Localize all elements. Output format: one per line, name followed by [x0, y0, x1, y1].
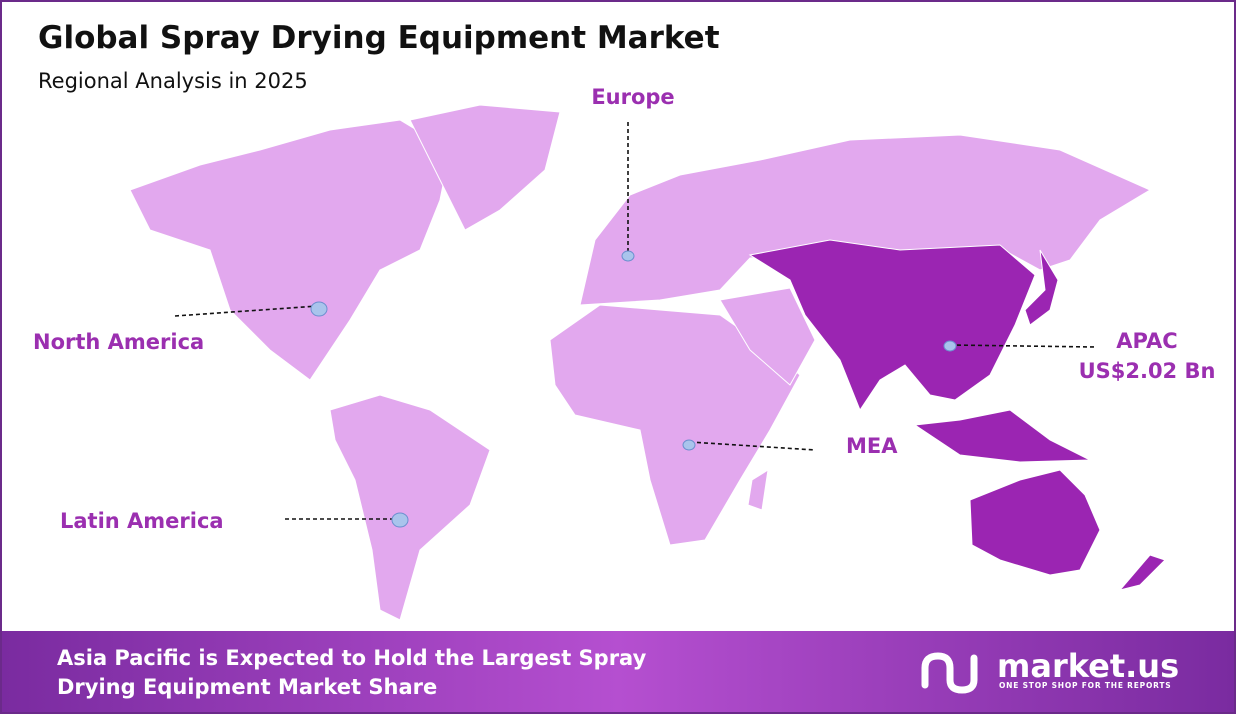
footer-text: Drying Equipment Market Share	[57, 675, 437, 699]
madagascar	[747, 469, 769, 511]
north-america	[129, 119, 451, 381]
middle-east	[719, 287, 816, 386]
japan	[1024, 249, 1059, 326]
footer-text: Asia Pacific is Expected to Hold the Lar…	[57, 646, 647, 670]
footer: Asia Pacific is Expected to Hold the Lar…	[2, 631, 1234, 712]
marker	[391, 512, 409, 528]
region-label: MEA	[846, 434, 898, 458]
south-america	[329, 394, 491, 621]
greenland	[409, 104, 561, 231]
subtitle: Regional Analysis in 2025	[38, 69, 308, 93]
new-zealand	[1118, 554, 1166, 591]
marker	[621, 250, 635, 262]
logo-tagline: ONE STOP SHOP FOR THE REPORTS	[999, 681, 1172, 690]
logo-icon	[921, 652, 978, 694]
region-label: Europe	[591, 85, 674, 109]
europe-russia	[579, 134, 1152, 306]
southeast-asia	[913, 409, 1091, 463]
markers	[174, 122, 1096, 528]
marker	[682, 439, 696, 451]
logo-text: market.us	[997, 647, 1179, 685]
title: Global Spray Drying Equipment Market	[38, 20, 720, 56]
asia-mainland	[748, 239, 1036, 412]
region-label: North America	[33, 330, 204, 354]
marker	[310, 301, 328, 317]
leader-line	[949, 344, 1096, 348]
region-value: US$2.02 Bn	[1079, 359, 1216, 383]
region-label: Latin America	[60, 509, 224, 533]
australia	[969, 469, 1101, 576]
region-label: APAC	[1116, 329, 1177, 353]
footer-band	[2, 631, 1234, 712]
leader-line	[174, 305, 319, 317]
world-map	[129, 104, 1166, 621]
marker	[943, 340, 957, 352]
africa	[549, 304, 801, 546]
